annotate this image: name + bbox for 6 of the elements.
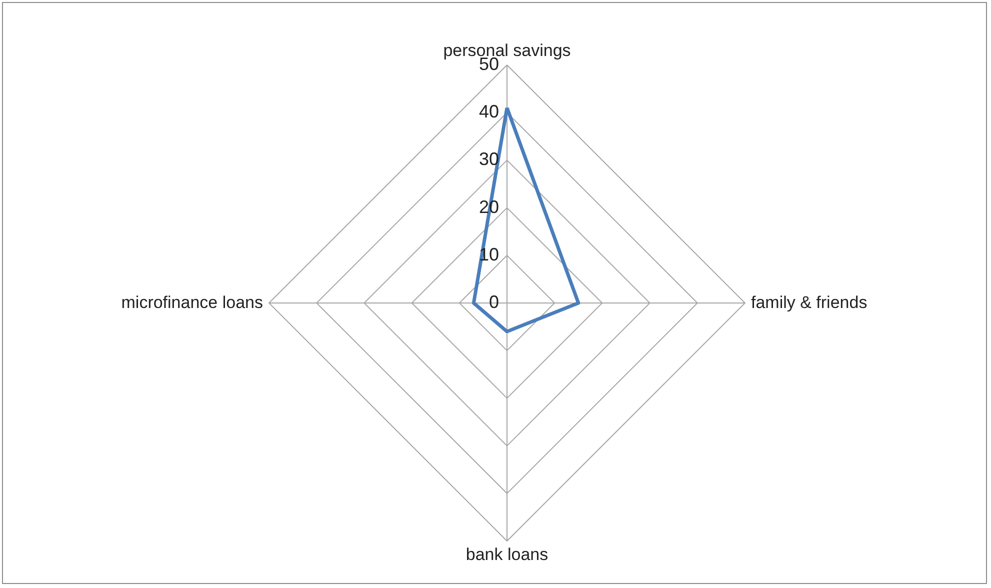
spoke-label: bank loans — [466, 545, 548, 564]
y-tick-label: 0 — [488, 292, 499, 312]
y-tick-label: 40 — [478, 102, 499, 122]
spoke-label: personal savings — [443, 41, 571, 60]
spoke-label: microfinance loans — [121, 293, 263, 312]
spoke-label: family & friends — [751, 293, 868, 312]
